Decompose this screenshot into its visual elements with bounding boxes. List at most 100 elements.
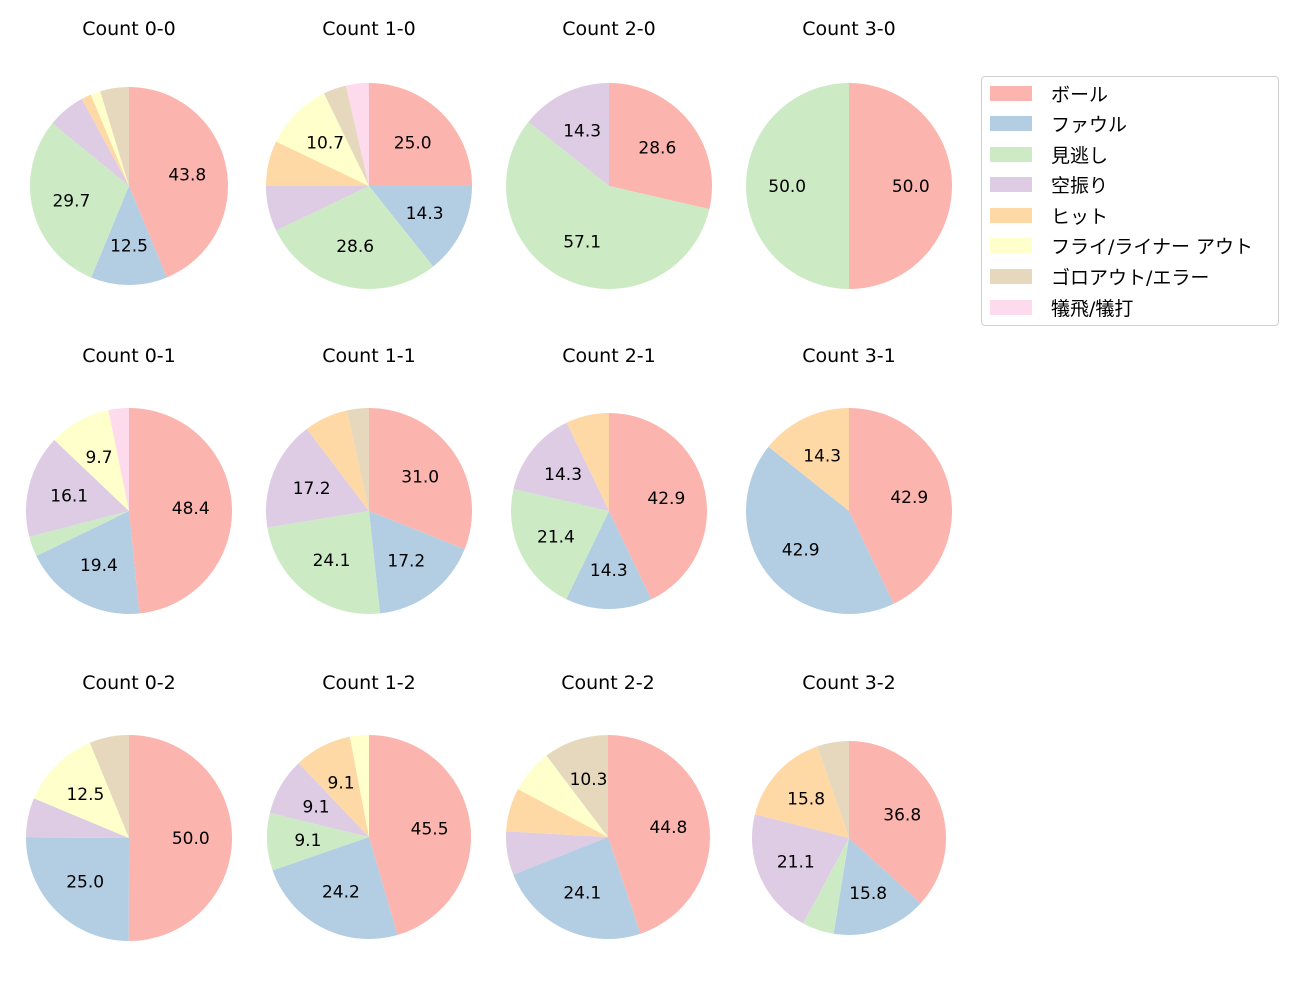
- slice-percent-label: 10.7: [306, 133, 344, 153]
- slice-percent-label: 24.1: [313, 551, 351, 571]
- slice-percent-label: 15.8: [787, 790, 825, 810]
- chart-title: Count 1-1: [322, 345, 416, 367]
- pie-slice: [768, 408, 849, 511]
- pie-slice: [108, 408, 129, 511]
- pie-chart: Count 0-0 43.8 12.5 29.7: [29, 18, 229, 285]
- pie-slice: [129, 87, 229, 278]
- pie-slice: [849, 83, 952, 289]
- slice-percent-label: 21.1: [777, 853, 815, 873]
- slice-percent-label: 17.2: [387, 551, 425, 571]
- pie-slice: [817, 741, 849, 838]
- chart-title: Count 2-1: [562, 345, 656, 367]
- pie-slice: [369, 735, 471, 935]
- chart-title: Count 0-2: [82, 672, 176, 694]
- pie-chart: Count 1-0 25.0 14.3 28.6 10.7: [266, 18, 472, 290]
- pie-slice: [506, 121, 710, 290]
- legend-item-ball: ボール: [990, 81, 1108, 106]
- slice-percent-label: 36.8: [883, 805, 921, 825]
- pie-slice: [752, 814, 849, 924]
- pie-slice: [609, 83, 712, 210]
- pie-chart: Count 2-2 44.8 24.1 10.3: [506, 672, 710, 939]
- pie-slice: [609, 413, 707, 600]
- slice-percent-label: 9.7: [86, 448, 113, 468]
- slice-percent-label: 19.4: [80, 556, 118, 576]
- pie-chart: Count 0-2 50.0 25.0 12.5: [25, 672, 232, 941]
- pie-slice: [90, 91, 129, 186]
- pie-slice: [849, 408, 952, 604]
- pie-slice: [100, 87, 129, 186]
- pie-slice: [128, 735, 232, 941]
- pie-slice: [298, 736, 369, 837]
- pie-slice: [272, 837, 398, 940]
- slice-percent-label: 42.9: [890, 488, 928, 508]
- legend-swatch: [990, 207, 1032, 223]
- legend-swatch: [990, 268, 1032, 284]
- slice-percent-label: 15.8: [849, 884, 887, 904]
- legend-swatch: [990, 237, 1032, 253]
- legend-item-fly-liner-out: フライ/ライナー アウト: [990, 233, 1254, 258]
- chart-title: Count 1-0: [322, 18, 416, 40]
- slice-percent-label: 42.9: [647, 489, 685, 509]
- slice-percent-label: 45.5: [411, 819, 449, 839]
- pie-chart: Count 2-0 28.6 57.1 14.3: [506, 18, 712, 290]
- legend-item-foul: ファウル: [990, 111, 1128, 136]
- slice-percent-label: 12.5: [110, 236, 148, 256]
- pie-slice: [276, 93, 369, 186]
- pie-slice: [513, 422, 609, 511]
- slice-percent-label: 14.3: [563, 121, 601, 141]
- pie-slice: [306, 410, 369, 511]
- pie-slice: [608, 735, 710, 934]
- slice-percent-label: 48.4: [172, 499, 210, 519]
- pie-slice: [746, 83, 849, 289]
- pie-slice: [266, 186, 369, 231]
- legend-label: ヒット: [1051, 205, 1109, 228]
- pie-slice: [91, 186, 167, 285]
- pie-slice: [54, 410, 129, 511]
- pie-slice: [26, 798, 130, 838]
- pie-slice: [267, 812, 369, 871]
- chart-title: Count 2-2: [561, 672, 655, 694]
- legend-label: ファウル: [1051, 113, 1128, 136]
- slice-percent-label: 21.4: [537, 527, 575, 547]
- pie-slice: [566, 511, 652, 609]
- pie-chart: Count 1-2 45.5 24.2 9.1 9.1 9.1: [267, 672, 471, 940]
- slice-percent-label: 25.0: [394, 133, 432, 153]
- legend-swatch: [990, 299, 1032, 315]
- slice-percent-label: 9.1: [303, 797, 330, 817]
- slice-percent-label: 14.3: [803, 446, 841, 466]
- pie-slice: [25, 440, 129, 537]
- legend-swatch: [990, 85, 1032, 101]
- slice-percent-label: 24.2: [322, 882, 360, 902]
- pie-slice: [513, 837, 641, 939]
- pie-slice: [510, 489, 609, 600]
- pie-chart: Count 3-2 36.8 15.8 21.1 15.8: [752, 672, 946, 935]
- pie-slice: [81, 94, 129, 186]
- pie-slice: [566, 413, 609, 511]
- legend-label: フライ/ライナー アウト: [1051, 235, 1254, 258]
- pie-slice: [29, 123, 129, 278]
- pie-slice: [323, 85, 369, 186]
- pie-slice: [266, 141, 369, 186]
- slice-percent-label: 12.5: [66, 785, 104, 805]
- slice-percent-label: 17.2: [293, 479, 331, 499]
- legend: ボール ファウル 見逃し 空振り ヒット フライ/ライナー アウト ゴロアウト/…: [981, 76, 1279, 326]
- pie-slice: [25, 837, 130, 941]
- pie-slice: [506, 831, 608, 875]
- slice-percent-label: 24.1: [563, 884, 601, 904]
- pie-slice: [276, 186, 434, 290]
- pie-slice: [29, 511, 130, 557]
- legend-item-grounder-out-error: ゴロアウト/エラー: [990, 264, 1209, 289]
- slice-percent-label: 9.1: [294, 831, 321, 851]
- slice-percent-label: 29.7: [52, 191, 90, 211]
- pie-slice: [369, 408, 472, 550]
- legend-swatch: [990, 176, 1032, 192]
- pie-slice: [267, 511, 381, 614]
- pie-slice: [833, 838, 921, 935]
- legend-item-called-strike: 見逃し: [990, 142, 1108, 167]
- pie-slice: [349, 735, 369, 837]
- pie-slice: [803, 838, 849, 934]
- slice-percent-label: 57.1: [563, 233, 601, 253]
- pie-slice: [754, 746, 849, 838]
- legend-item-swinging-strike: 空振り: [990, 172, 1108, 197]
- pie-slice: [369, 186, 472, 267]
